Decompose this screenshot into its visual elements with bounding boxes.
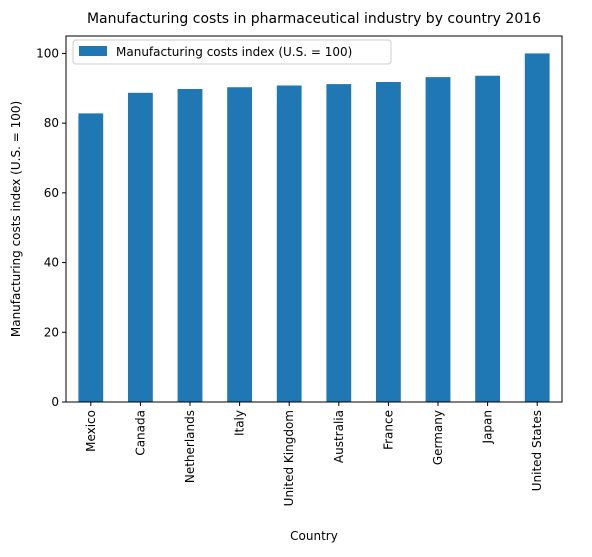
plot-frame [65,35,563,403]
x-tick-label: Japan [481,410,495,444]
x-axis-title: Country [290,529,338,543]
x-tick-label: Italy [233,410,247,436]
x-tick-label: Netherlands [183,410,197,483]
x-tick-label: United Kingdom [282,410,296,506]
x-tick-label: Germany [431,410,445,465]
chart-title: Manufacturing costs in pharmaceutical in… [87,11,541,27]
bar-japan [475,75,500,402]
bar-italy [227,87,252,403]
x-tick-label: France [381,410,395,450]
x-axis-ticks: Mexico Canada Netherlands Italy United Kingd… [84,402,544,506]
x-tick-label: United States [530,410,544,491]
legend: Manufacturing costs index (U.S. = 100) [72,39,392,65]
y-tick-label: 80 [44,116,59,130]
bar-germany [425,77,451,402]
bar-australia [326,84,352,403]
bar-france [376,82,401,403]
y-axis-title: Manufacturing costs index (U.S. = 100) [9,101,23,337]
x-tick-label: Australia [332,410,346,463]
legend-box [72,39,392,65]
x-tick-label: Mexico [84,410,98,452]
bar-mexico [78,113,104,402]
bar-united-kingdom [276,85,302,403]
y-tick-label: 0 [51,395,59,409]
legend-swatch [79,46,107,56]
y-tick-label: 40 [44,256,59,270]
x-tick-label: Canada [133,410,147,456]
bar-netherlands [177,88,203,403]
y-tick-label: 60 [44,186,59,200]
bars-group [78,53,550,403]
y-axis-ticks: 0 20 40 60 80 100 [36,46,66,409]
y-tick-label: 20 [44,325,59,339]
legend-label: Manufacturing costs index (U.S. = 100) [116,45,352,59]
y-tick-label: 100 [36,46,59,60]
bar-canada [128,92,153,403]
bar-united-states [524,53,550,403]
